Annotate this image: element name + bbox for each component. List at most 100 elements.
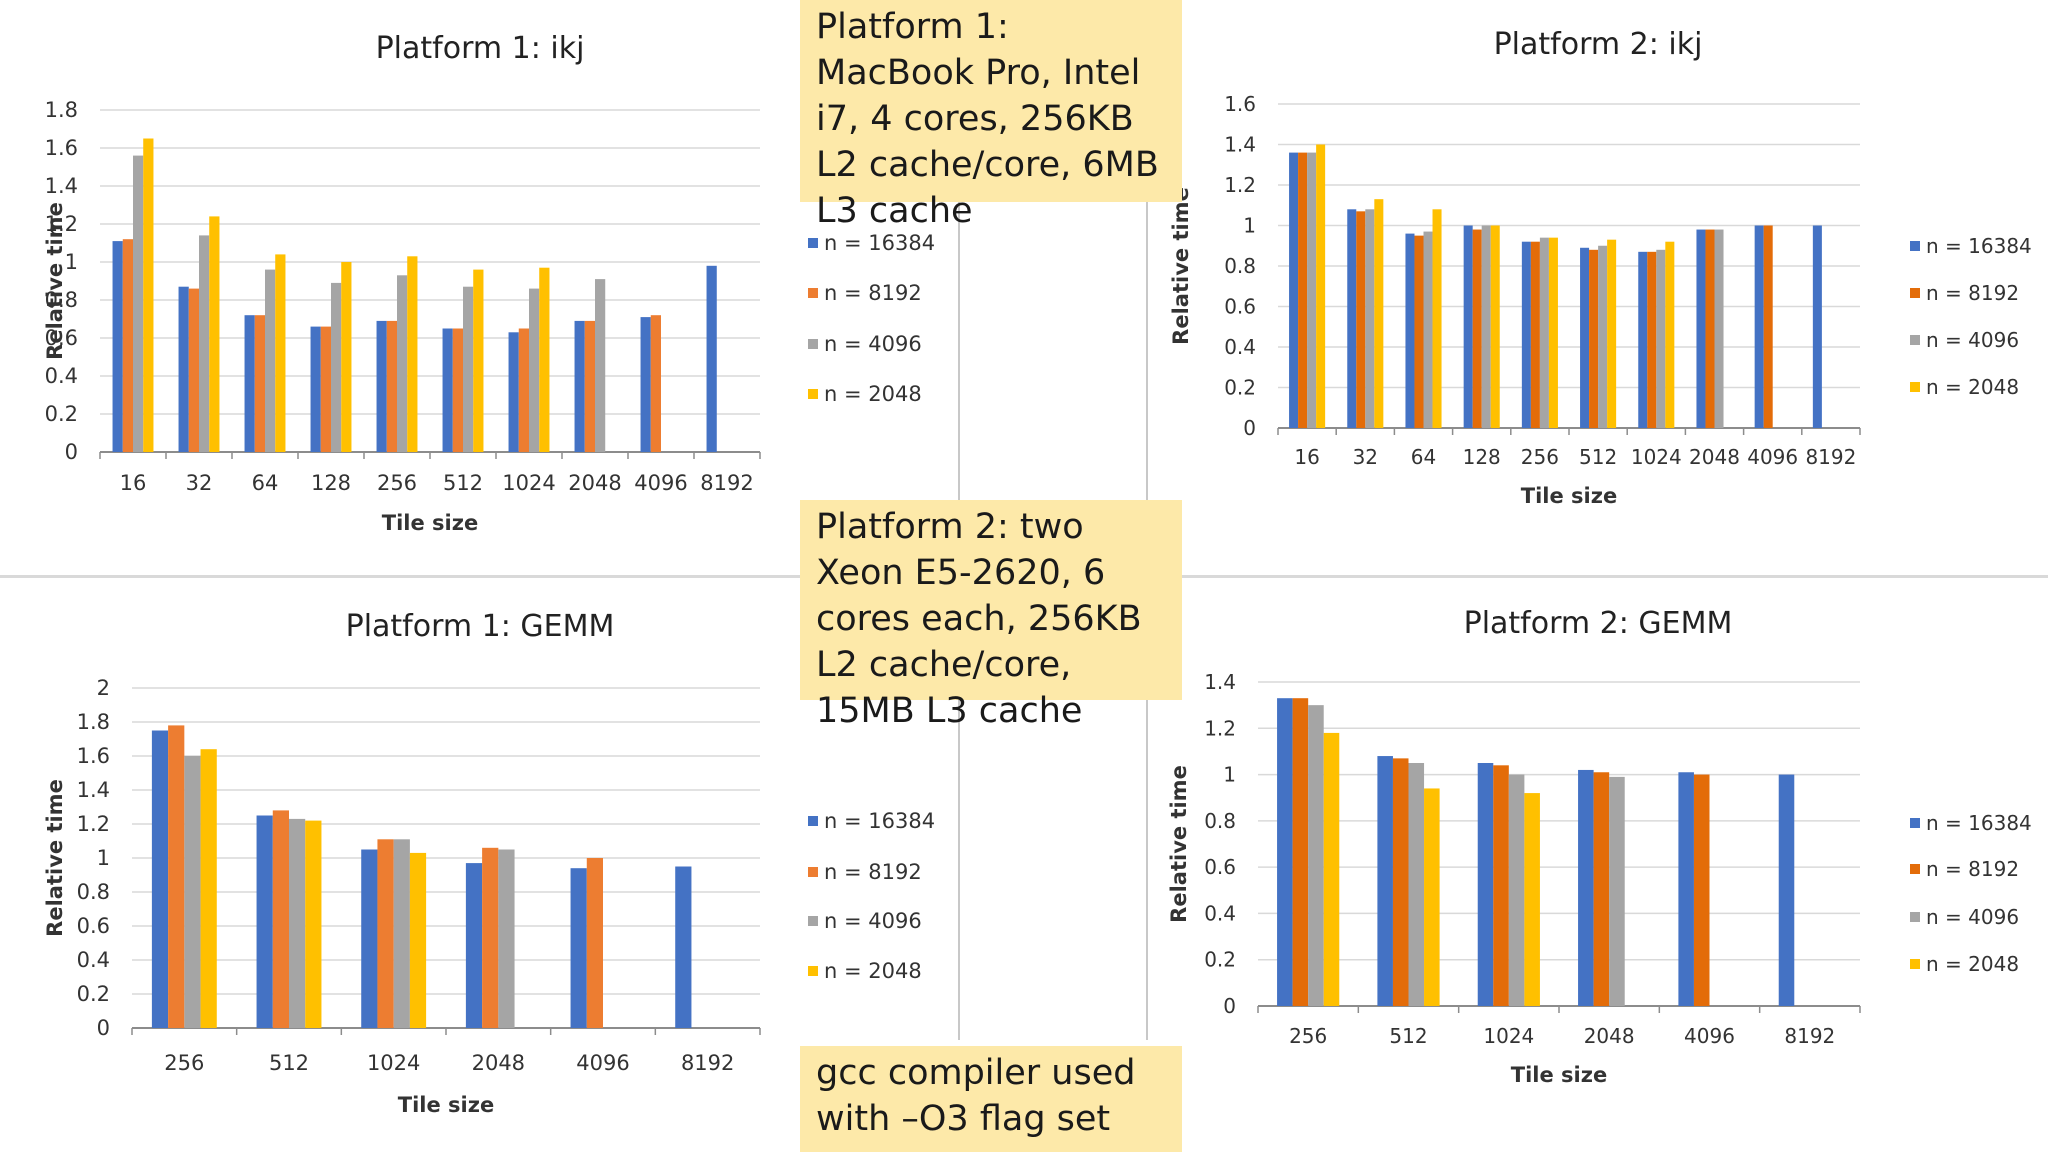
legend-swatch	[808, 339, 818, 349]
note-platform2: Platform 2: two Xeon E5-2620, 6 cores ea…	[800, 500, 1182, 731]
legend-label: n = 8192	[1926, 281, 2019, 305]
x-tick-label: 2048	[568, 471, 621, 495]
legend-swatch	[1910, 241, 1920, 251]
y-tick-label: 1.6	[45, 136, 78, 160]
legend-swatch	[1910, 912, 1920, 922]
legend-swatch	[808, 816, 818, 826]
bar	[1539, 237, 1549, 428]
x-tick-label: 512	[269, 1051, 309, 1075]
bar	[1665, 241, 1675, 428]
legend-label: n = 16384	[1926, 234, 2032, 258]
bar	[1521, 241, 1531, 428]
bar	[1508, 774, 1525, 1006]
bar	[1463, 225, 1473, 428]
bar	[706, 265, 717, 452]
legend-label: n = 8192	[1926, 857, 2019, 881]
bar	[397, 275, 408, 452]
x-axis-label: Tile size	[398, 1093, 494, 1117]
bar	[465, 863, 483, 1028]
bar	[1356, 211, 1366, 428]
x-axis-label: Tile size	[1521, 484, 1617, 508]
y-tick-label: 0	[97, 1016, 110, 1040]
x-tick-label: 4096	[1684, 1024, 1735, 1048]
x-tick-label: 512	[1389, 1024, 1427, 1048]
bar	[1714, 229, 1724, 428]
y-tick-label: 1.4	[45, 174, 78, 198]
x-tick-label: 2048	[1689, 445, 1740, 469]
bar	[1308, 705, 1324, 1006]
y-tick-label: 0.2	[1204, 948, 1236, 972]
y-tick-label: 1	[65, 250, 78, 274]
legend-label: n = 2048	[1926, 952, 2019, 976]
bar	[1481, 225, 1491, 428]
x-tick-label: 8192	[700, 471, 753, 495]
y-tick-label: 0	[1243, 416, 1256, 440]
legend-swatch	[1910, 818, 1920, 828]
legend-label: n = 4096	[824, 909, 922, 933]
x-tick-label: 64	[252, 471, 279, 495]
y-tick-label: 1.8	[45, 98, 78, 122]
chart-panel-p1-gemm: Platform 1: GEMM 0 0.2 0.4 0.6 0.8 1 1.2 1.4 1.6 1…	[0, 578, 958, 1152]
x-tick-label: 128	[311, 471, 351, 495]
bar	[275, 254, 286, 452]
legend-label: n = 4096	[1926, 328, 2019, 352]
bar	[595, 279, 606, 452]
bar	[473, 269, 484, 452]
x-tick-label: 128	[1463, 445, 1501, 469]
middle-divider-left-lower	[958, 700, 960, 1040]
chart-title: Platform 1: ikj	[376, 31, 585, 66]
note-compiler: gcc compiler used with –O3 flag set	[800, 1046, 1182, 1152]
bar	[1490, 225, 1500, 428]
legend-label: n = 16384	[824, 231, 935, 255]
legend-swatch	[1910, 959, 1920, 969]
legend-label: n = 16384	[1926, 811, 2032, 835]
middle-divider-left	[958, 200, 960, 500]
y-tick-label: 1.4	[77, 778, 110, 802]
note-platform1: Platform 1: MacBook Pro, Intel i7, 4 cor…	[800, 0, 1182, 231]
x-tick-label: 4096	[634, 471, 687, 495]
legend-swatch	[1910, 335, 1920, 345]
y-tick-label: 0.8	[77, 880, 110, 904]
legend-swatch	[1910, 288, 1920, 298]
y-tick-label: 0.2	[77, 982, 110, 1006]
y-tick-label: 1	[97, 846, 110, 870]
bar	[1812, 225, 1822, 428]
x-tick-label: 16	[1294, 445, 1319, 469]
bar	[209, 216, 220, 452]
bar	[1656, 249, 1666, 428]
bar	[178, 286, 189, 452]
chart-title: Platform 2: ikj	[1494, 27, 1703, 62]
bar	[1347, 209, 1357, 428]
bar	[320, 326, 331, 452]
y-tick-label: 0.2	[45, 402, 78, 426]
legend-label: n = 8192	[824, 860, 922, 884]
legend-label: n = 16384	[824, 809, 935, 833]
bar	[1598, 245, 1608, 428]
bar	[1408, 763, 1425, 1006]
bar	[361, 849, 378, 1028]
bar	[122, 239, 133, 452]
bar	[1647, 251, 1657, 428]
bar	[376, 320, 387, 452]
y-tick-label: 0.4	[1204, 901, 1236, 925]
bar	[1405, 233, 1415, 428]
bar	[386, 320, 397, 452]
x-tick-label: 32	[1353, 445, 1378, 469]
y-tick-label: 1.4	[1204, 670, 1236, 694]
bar	[1392, 758, 1409, 1006]
x-tick-label: 256	[1521, 445, 1559, 469]
bar	[1524, 793, 1540, 1006]
bar	[1678, 772, 1694, 1006]
x-tick-label: 8192	[1805, 445, 1856, 469]
y-tick-label: 1.4	[1224, 133, 1256, 157]
bar	[1530, 241, 1540, 428]
bar	[143, 138, 154, 452]
legend-label: n = 8192	[824, 281, 922, 305]
y-tick-label: 1	[1223, 763, 1236, 787]
bar	[1705, 229, 1715, 428]
x-tick-label: 4096	[1747, 445, 1798, 469]
legend-swatch	[808, 389, 818, 399]
bar	[1578, 769, 1594, 1006]
chart-p1-gemm: Platform 1: GEMM 0 0.2 0.4 0.6 0.8 1 1.2 1.4 1.6 1…	[43, 609, 935, 1117]
legend-swatch	[808, 867, 818, 877]
